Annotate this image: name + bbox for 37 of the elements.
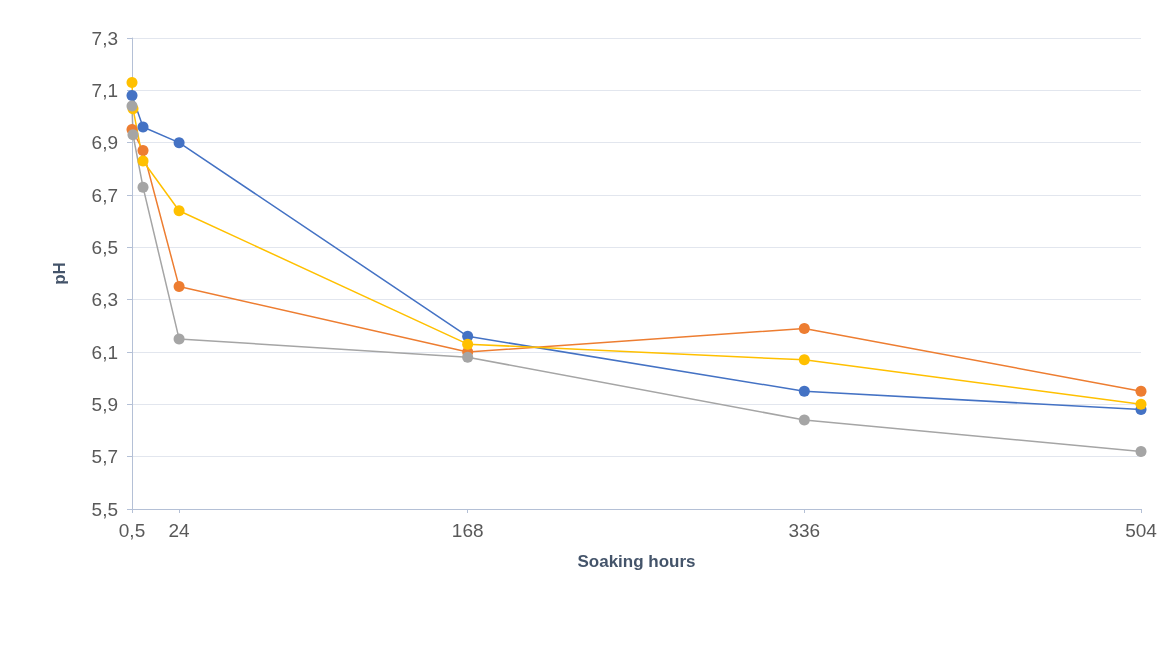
point (137, 121, 149, 133)
y-tick-label: 7,1 (91, 79, 118, 101)
point (798, 414, 810, 426)
y-tick-label: 6,9 (91, 132, 118, 154)
point (1135, 398, 1147, 410)
y-tick-label: 6,1 (91, 341, 118, 363)
y-tick-label: 5,5 (91, 498, 118, 520)
point (173, 205, 185, 217)
point (126, 90, 138, 102)
point (173, 281, 185, 293)
y-tick-label: 6,7 (91, 184, 118, 206)
point (1135, 445, 1147, 457)
y-axis-title: pH (50, 262, 69, 285)
y-tick-label: 7,3 (91, 27, 118, 49)
point (126, 76, 138, 88)
y-tick-label: 5,7 (91, 446, 118, 468)
point (462, 351, 474, 363)
point (137, 181, 149, 193)
point (127, 129, 139, 141)
x-tick-label: 168 (451, 520, 484, 541)
point (798, 322, 810, 334)
point (137, 155, 149, 167)
point (137, 145, 149, 157)
point (462, 338, 474, 350)
x-tick-label: 24 (168, 520, 191, 541)
x-tick-label: 336 (788, 520, 821, 541)
x-axis-title: Soaking hours (577, 552, 696, 571)
x-tick-label: 0,5 (118, 520, 146, 541)
x-tick-label: 504 (1125, 520, 1158, 541)
point (798, 354, 810, 366)
point (173, 333, 185, 345)
y-tick-label: 6,3 (91, 289, 118, 311)
point (1135, 385, 1147, 397)
point (798, 385, 810, 397)
point (173, 137, 185, 149)
y-tick-label: 5,9 (91, 393, 118, 415)
y-tick-label: 6,5 (91, 236, 118, 258)
